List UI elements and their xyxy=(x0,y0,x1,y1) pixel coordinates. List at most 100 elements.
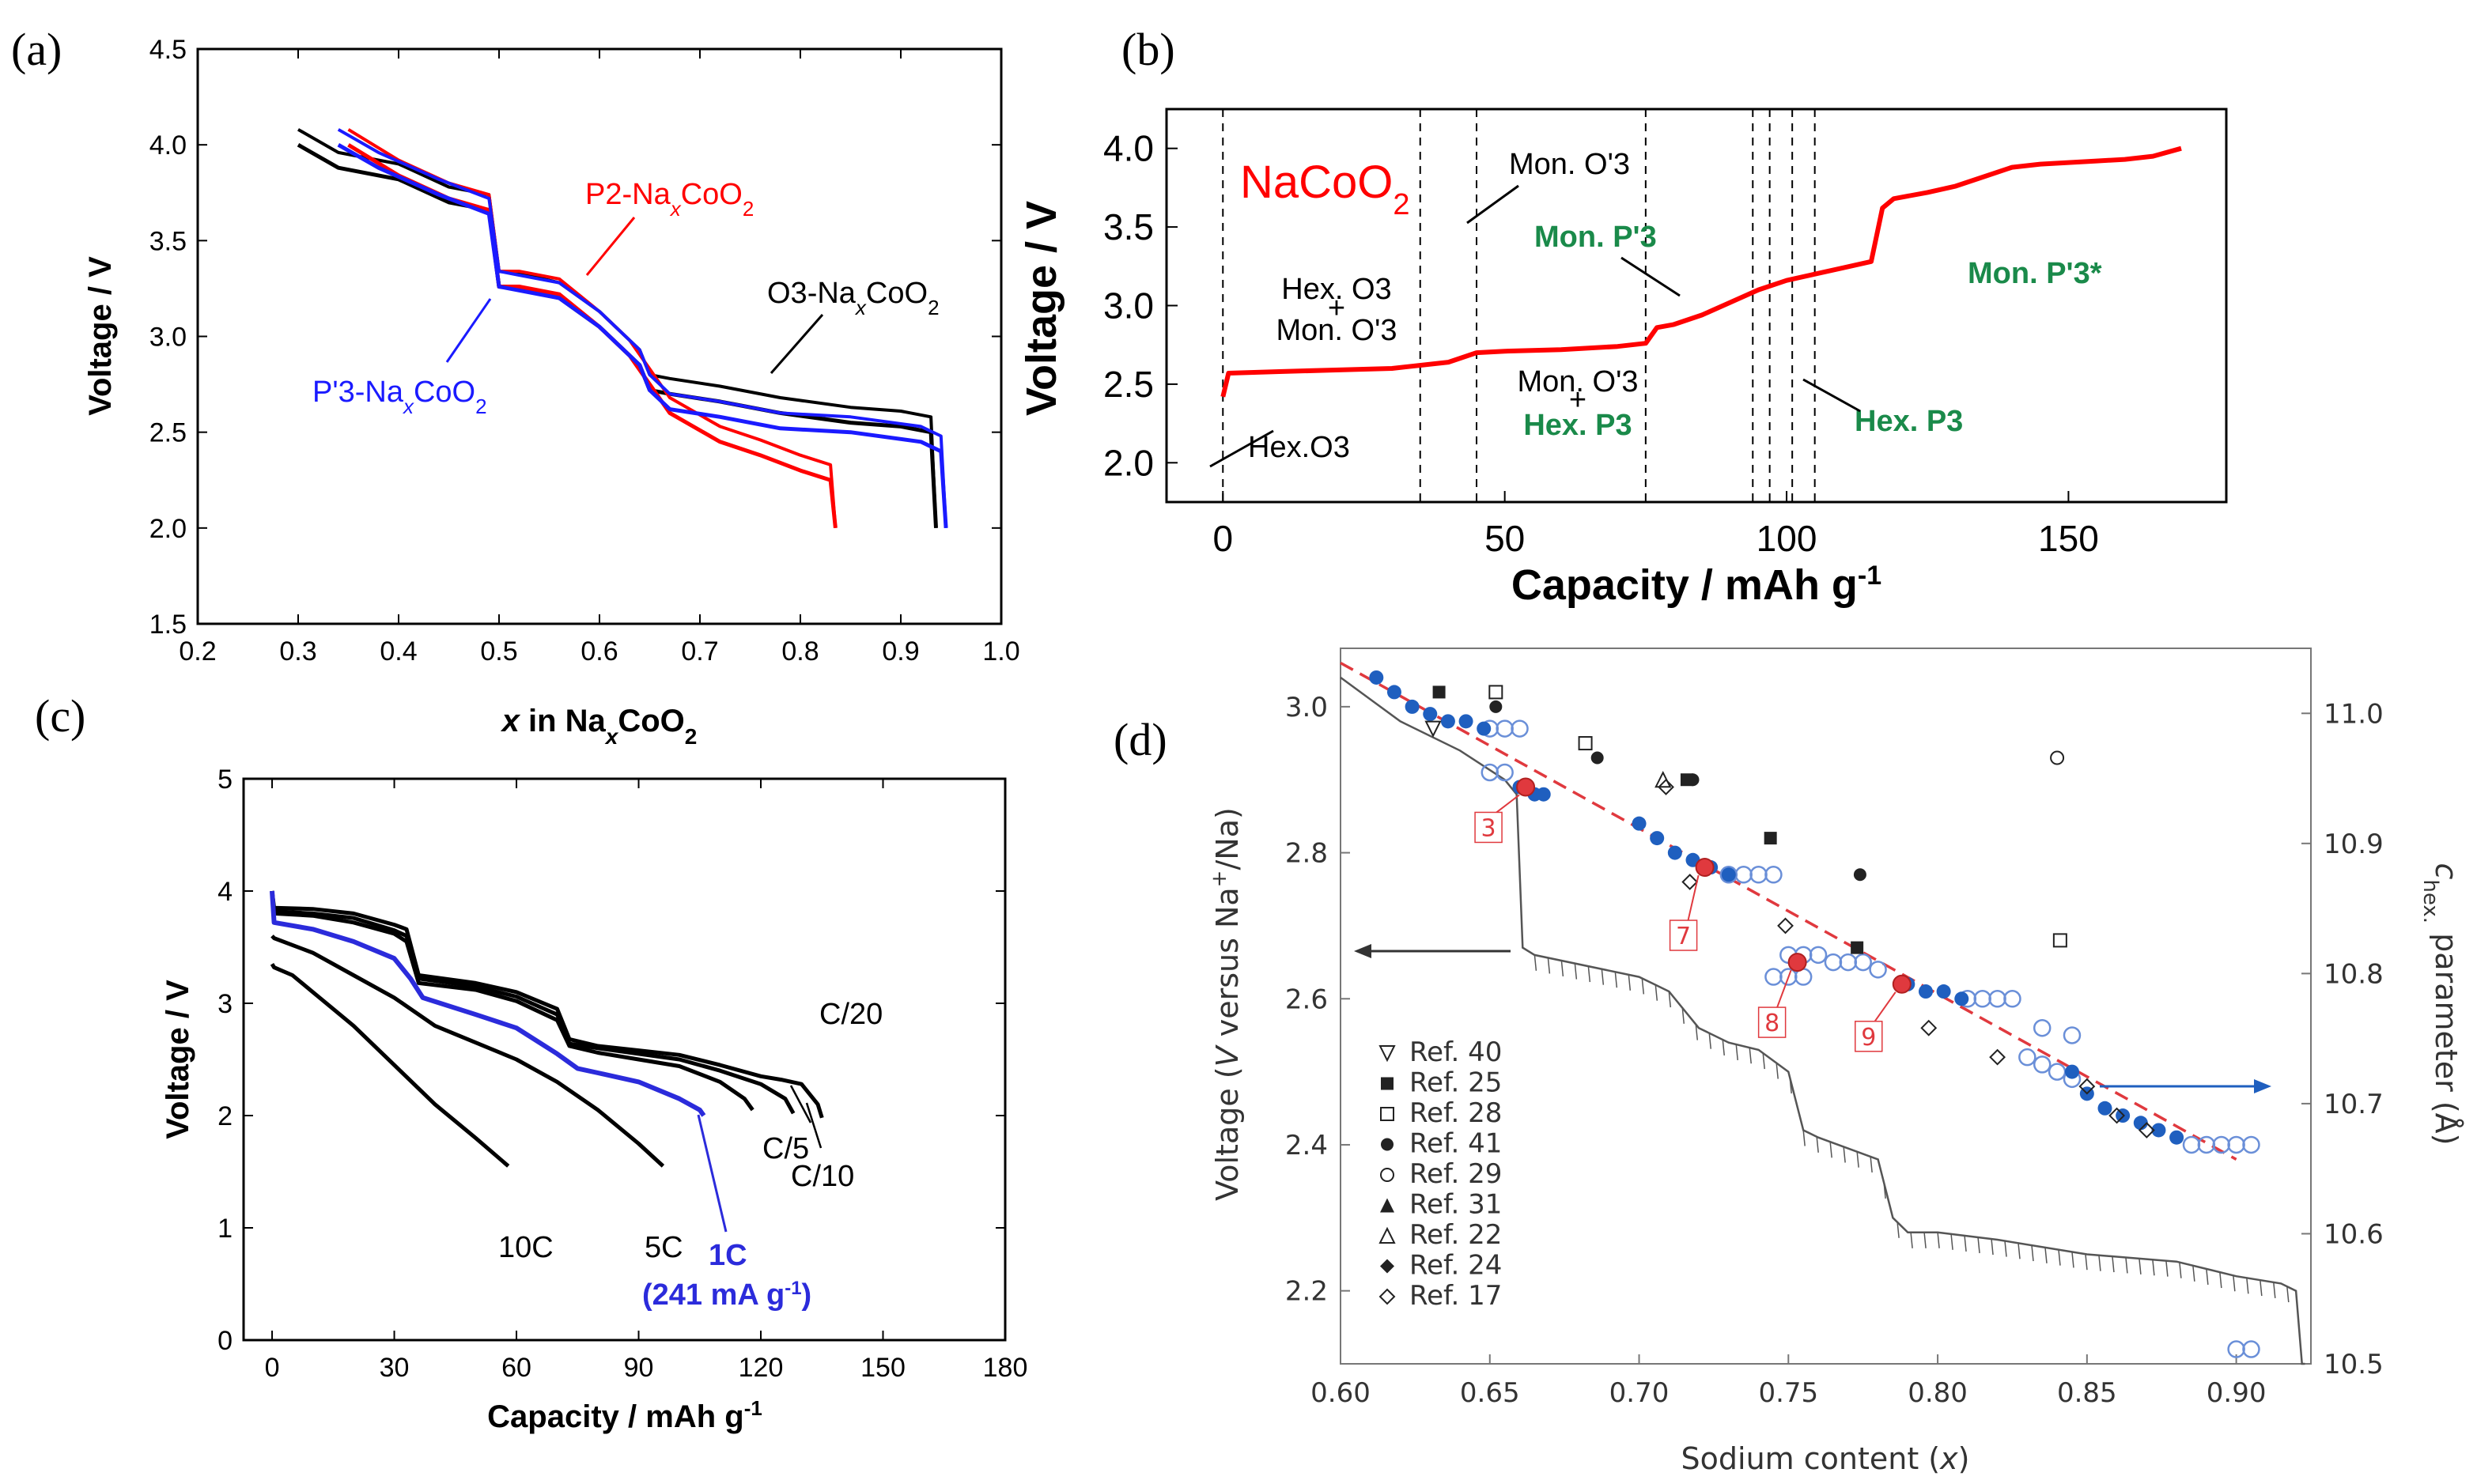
label-mono3-hexp3-line1: Mon. O'3 xyxy=(1518,365,1639,398)
leader-mon-p3 xyxy=(1620,256,1681,297)
legend-label: Ref. 25 xyxy=(1409,1067,1502,1099)
ref-marker-point xyxy=(1853,868,1866,882)
x-axis-label-c: Capacity / mAh g-1 xyxy=(487,1396,762,1434)
y-tick-label-d: 2.2 xyxy=(1285,1276,1328,1308)
tag-box xyxy=(1474,811,1503,844)
legend-marker xyxy=(1378,1226,1396,1244)
x-tick-label-a: 0.6 xyxy=(580,636,618,666)
relaxation-spike xyxy=(1654,984,1658,1001)
label-mono3-hexp3-line2: Hex. P3 xyxy=(1523,409,1632,442)
fit-line-d xyxy=(1340,661,2237,1161)
y-tick-label-a: 4.5 xyxy=(149,35,187,65)
panel-label-c: (c) xyxy=(35,690,85,742)
y-tick-label-a: 3.0 xyxy=(149,323,187,353)
y-tick-label-a: 2.0 xyxy=(149,514,187,544)
ref-marker-point xyxy=(1424,720,1442,738)
open-circle-point xyxy=(1988,990,2006,1008)
relaxation-spike xyxy=(2112,1256,2115,1273)
x-tick-label-c: 30 xyxy=(380,1353,410,1383)
filled-blue-point xyxy=(1386,685,1401,700)
ref-marker-point xyxy=(1764,832,1777,845)
label-hex-p3: Hex. P3 xyxy=(1855,405,1963,438)
left-axis-arrow-head xyxy=(1354,944,1371,958)
filled-blue-point xyxy=(1536,787,1551,802)
legend-label: Ref. 40 xyxy=(1409,1037,1502,1068)
phase-boundaries-b xyxy=(1222,109,1816,502)
filled-blue-point xyxy=(2133,1116,2148,1131)
x-tick-label-c: 60 xyxy=(501,1353,531,1383)
filled-blue-point xyxy=(2064,1064,2079,1079)
open-circle-point xyxy=(1734,866,1753,884)
panel-d: (d) 0.60 0.65 0.70 0.75 0.80 0.85 0.90 2.2 2.4 2.… xyxy=(1114,648,2464,1476)
legend-label: Ref. 17 xyxy=(1409,1280,1502,1312)
label-1c: 1C xyxy=(709,1239,747,1272)
plot-frame-c xyxy=(242,777,1007,1342)
y2-tick-label-d: 10.7 xyxy=(2324,1089,2384,1120)
relaxation-spike xyxy=(1897,1222,1900,1238)
label-mon-o3: Mon. O'3 xyxy=(1509,148,1630,181)
label-p2: P2-NaxCoO2 xyxy=(585,178,754,221)
x-axis-label-a: x in NaxCoO2 xyxy=(501,704,698,749)
y-axis-label-d: Voltage (V versus Na+/Na) xyxy=(1208,807,1245,1201)
relaxation-spike xyxy=(1991,1239,1994,1256)
relaxation-spike xyxy=(1762,1052,1765,1070)
y-tick-label-b: 3.5 xyxy=(1103,206,1154,247)
panel-label-d: (d) xyxy=(1114,714,1167,765)
x-axis-label-d: Sodium content (x) xyxy=(1681,1441,1970,1476)
panel-label-b: (b) xyxy=(1121,24,1175,75)
relaxation-spike xyxy=(1950,1233,1953,1250)
ref-marker-point xyxy=(2078,1078,2096,1095)
legend-marker xyxy=(1380,1168,1394,1182)
filled-blue-point xyxy=(1918,984,1933,999)
filled-blue-point xyxy=(1721,867,1736,882)
relaxation-spike xyxy=(2260,1280,2263,1297)
chart-title-b: NaCoO2 xyxy=(1240,157,1410,221)
series-line-b-0 xyxy=(1220,145,2182,398)
panel-c: (c) 0 30 60 90 120 150 180 0 1 2 3 4 5 Voltage / V C… xyxy=(35,690,1027,1434)
open-circle-point xyxy=(2033,1018,2052,1037)
legend-label: Ref. 41 xyxy=(1409,1128,1502,1160)
ref-marker-point xyxy=(1686,773,1700,787)
x-tick-label-c: 180 xyxy=(983,1353,1028,1383)
open-circle-point xyxy=(2227,1135,2245,1154)
relaxation-spike xyxy=(2004,1240,2007,1257)
relaxation-spike xyxy=(2044,1247,2048,1263)
y-tick-label-c: 0 xyxy=(217,1326,233,1356)
leader-p2 xyxy=(585,217,636,276)
relaxation-spike xyxy=(1708,1033,1712,1049)
filled-blue-point xyxy=(1458,714,1473,729)
panel-b: (b) 0 50 100 150 2.0 2.5 3.0 3.5 4.0 NaCoO2 Volt… xyxy=(1018,24,2228,609)
ticks-c: 0 30 60 90 120 150 180 0 1 2 3 4 5 xyxy=(217,765,1027,1383)
label-o3: O3-NaxCoO2 xyxy=(767,277,940,319)
ticks-a: 0.2 0.3 0.4 0.5 0.6 0.7 0.8 0.9 1.0 1.5 2.0 2.5 3.0 3… xyxy=(149,35,1020,666)
open-circle-point xyxy=(1749,866,1768,884)
relaxation-spike xyxy=(2071,1252,2074,1268)
ref-marker-point xyxy=(1920,1019,1938,1037)
x-tick-label-a: 0.4 xyxy=(380,636,417,666)
x-tick-label-d: 0.60 xyxy=(1310,1377,1371,1409)
x-tick-label-a: 0.7 xyxy=(681,636,718,666)
relaxation-spike xyxy=(1722,1039,1725,1056)
y2-axis-label-d: chex. parameter (Å) xyxy=(2418,863,2464,1146)
tag-label: 7 xyxy=(1676,923,1691,950)
x-tick-label-a: 0.3 xyxy=(279,636,316,666)
ref-marker-point xyxy=(2050,750,2065,765)
relaxation-spike xyxy=(2233,1275,2236,1292)
ticks-b: 0 50 100 150 2.0 2.5 3.0 3.5 4.0 xyxy=(1103,128,2099,559)
y2-tick-label-d: 10.6 xyxy=(2324,1218,2384,1250)
open-circle-point xyxy=(1764,968,1783,986)
series-c xyxy=(270,890,824,1168)
leader-mon-o3 xyxy=(1466,184,1519,225)
series-d: 3 7 8 9 xyxy=(1340,661,2305,1365)
relaxation-spike xyxy=(1695,1024,1699,1040)
relaxation-spike xyxy=(2085,1254,2088,1271)
series-line-a-charge-2 xyxy=(337,128,948,528)
plot-frame-d xyxy=(1340,648,2312,1365)
label-mon-p3-star: Mon. P'3* xyxy=(1968,257,2102,290)
relaxation-spike xyxy=(2246,1278,2249,1294)
filled-blue-point xyxy=(1667,845,1682,860)
relaxation-spike xyxy=(1574,963,1578,980)
x-tick-label-c: 150 xyxy=(860,1353,906,1383)
filled-blue-point xyxy=(1369,670,1384,685)
annotations-a: P2-NaxCoO2 O3-NaxCoO2 P'3-NaxCoO2 xyxy=(312,178,940,418)
